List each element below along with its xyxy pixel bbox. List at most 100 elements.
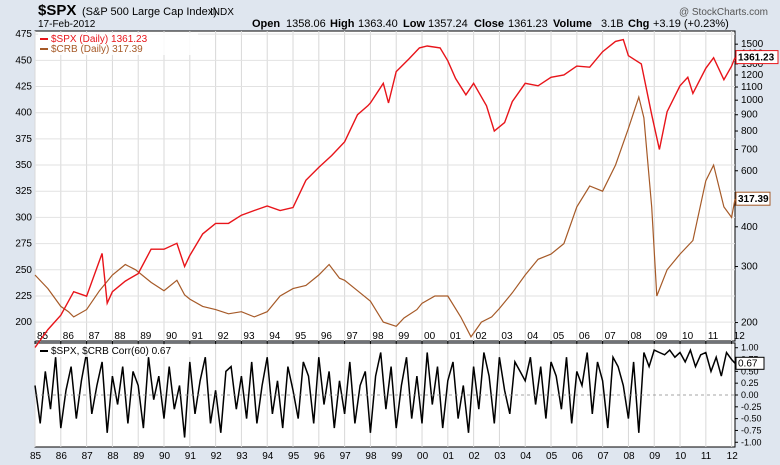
price-x-tick-label: 86 <box>63 331 75 342</box>
price-x-tick-label: 97 <box>347 331 359 342</box>
spx-axis-tick-label: 1000 <box>741 95 764 106</box>
price-legend-bg <box>38 33 198 55</box>
corr-x-tick-label: 09 <box>649 451 661 462</box>
correlation-legend-bg <box>38 345 198 357</box>
price-x-tick-label: 04 <box>527 331 539 342</box>
price-x-tick-label: 02 <box>476 331 488 342</box>
spx-axis-tick-label: 300 <box>741 262 758 273</box>
stockcharts-watermark: @ StockCharts.com <box>679 7 768 18</box>
crb-axis-tick-label: 400 <box>15 108 32 119</box>
crb-last-value: 317.39 <box>738 194 769 205</box>
crb-axis-tick-label: 275 <box>15 239 32 250</box>
corr-x-tick-label: 93 <box>236 451 248 462</box>
corr-last-value: 0.67 <box>738 358 758 369</box>
correlation-legend: $SPX, $CRB Corr(60) 0.67 <box>38 345 198 357</box>
price-x-tick-label: 12 <box>734 331 746 342</box>
chart-exchange: INDX <box>210 7 234 18</box>
chart-symbol: $SPX <box>38 2 76 19</box>
crb-axis-tick-label: 300 <box>15 212 32 223</box>
corr-x-tick-label: 89 <box>133 451 145 462</box>
open-value: 1358.06 <box>286 18 326 30</box>
legend-corr-label: $SPX, $CRB Corr(60) 0.67 <box>51 346 171 357</box>
price-x-tick-label: 92 <box>218 331 230 342</box>
crb-axis-tick-label: 450 <box>15 55 32 66</box>
crb-axis: 200 225 250 275 300 325 350 375 400 425 450 475 <box>15 29 32 328</box>
spx-axis: 2003004005006007008009001000110012001300… <box>735 39 764 329</box>
corr-axis-tick-label: 0.50 <box>741 366 759 376</box>
low-label: Low <box>403 18 425 30</box>
chart-date: 17-Feb-2012 <box>38 19 96 30</box>
volume-label: Volume <box>553 18 592 30</box>
corr-x-tick-label: 12 <box>727 451 739 462</box>
spx-axis-tick-label: 1100 <box>741 82 763 93</box>
price-x-tick-label: 96 <box>321 331 333 342</box>
price-x-tick-label: 94 <box>269 331 281 342</box>
corr-x-tick-label: 95 <box>288 451 300 462</box>
corr-axis-tick-label: -0.25 <box>741 402 762 412</box>
price-x-tick-label: 08 <box>630 331 642 342</box>
corr-x-tick-label: 94 <box>262 451 274 462</box>
price-x-tick-label: 88 <box>114 331 126 342</box>
volume-value: 3.1B <box>601 18 624 30</box>
high-value: 1363.40 <box>358 18 398 30</box>
spx-axis-tick-label: 800 <box>741 126 758 137</box>
corr-x-tick-label: 07 <box>598 451 610 462</box>
crb-axis-tick-label: 325 <box>15 186 32 197</box>
crb-axis-tick-label: 425 <box>15 82 32 93</box>
legend-crb-label: $CRB (Daily) 317.39 <box>51 44 143 55</box>
corr-x-tick-label: 87 <box>82 451 94 462</box>
price-x-tick-label: 89 <box>140 331 152 342</box>
spx-axis-tick-label: 400 <box>741 222 758 233</box>
price-panel <box>34 30 736 342</box>
spx-axis-tick-label: 1300 <box>741 59 764 70</box>
corr-axis-tick-label: -0.75 <box>741 425 762 435</box>
crb-last-badge: 317.39 <box>735 191 771 206</box>
corr-axis-tick-label: 0.00 <box>741 390 759 400</box>
corr-x-tick-label: 06 <box>572 451 584 462</box>
crb-axis-tick-label: 250 <box>15 265 32 276</box>
spx-last-badge-box <box>735 50 779 65</box>
corr-axis-tick-label: -1.00 <box>741 437 762 447</box>
corr-axis-tick-label: -0.50 <box>741 414 762 424</box>
chg-value: +3.19 (+0.23%) <box>653 18 729 30</box>
price-x-tick-label: 91 <box>192 331 204 342</box>
price-x-tick-label: 87 <box>89 331 101 342</box>
corr-x-tick-label: 97 <box>340 451 352 462</box>
spx-axis-tick-label: 1200 <box>741 70 764 81</box>
close-value: 1361.23 <box>508 18 548 30</box>
chart-index-name: (S&P 500 Large Cap Index) <box>82 6 217 18</box>
close-label: Close <box>474 18 504 30</box>
spx-axis-tick-label: 600 <box>741 166 758 177</box>
crb-axis-tick-label: 375 <box>15 134 32 145</box>
corr-x-tick-label: 90 <box>159 451 171 462</box>
corr-axis-tick-label: 1.00 <box>741 343 759 353</box>
corr-x-tick-label: 98 <box>365 451 377 462</box>
price-x-tick-label: 11 <box>708 331 719 342</box>
corr-x-tick-label: 91 <box>185 451 197 462</box>
price-x-tick-label: 90 <box>166 331 178 342</box>
price-x-tick-label: 09 <box>656 331 668 342</box>
corr-x-tick-label: 10 <box>675 451 687 462</box>
chg-label: Chg <box>628 18 649 30</box>
price-x-tick-label: 98 <box>372 331 384 342</box>
price-x-tick-label: 05 <box>553 331 565 342</box>
correlation-series-line <box>34 347 736 438</box>
price-x-tick-label: 03 <box>501 331 513 342</box>
spx-axis-tick-label: 200 <box>741 318 758 329</box>
spx-last-badge: 1361.23 <box>735 50 779 65</box>
spx-axis-tick-label: 700 <box>741 144 758 155</box>
price-x-tick-label: 99 <box>398 331 410 342</box>
crb-last-badge-box <box>735 191 771 206</box>
price-x-tick-label: 01 <box>450 331 462 342</box>
spx-axis-tick-label: 1500 <box>741 39 764 50</box>
low-value: 1357.24 <box>428 18 468 30</box>
price-x-tick-label: 07 <box>605 331 617 342</box>
corr-x-tick-label: 92 <box>211 451 223 462</box>
corr-x-tick-label: 04 <box>520 451 532 462</box>
price-x-tick-label: 00 <box>424 331 436 342</box>
corr-x-tick-label: 05 <box>546 451 558 462</box>
corr-x-tick-label: 96 <box>314 451 326 462</box>
corr-x-tick-label: 88 <box>107 451 119 462</box>
crb-series-line <box>34 94 736 338</box>
